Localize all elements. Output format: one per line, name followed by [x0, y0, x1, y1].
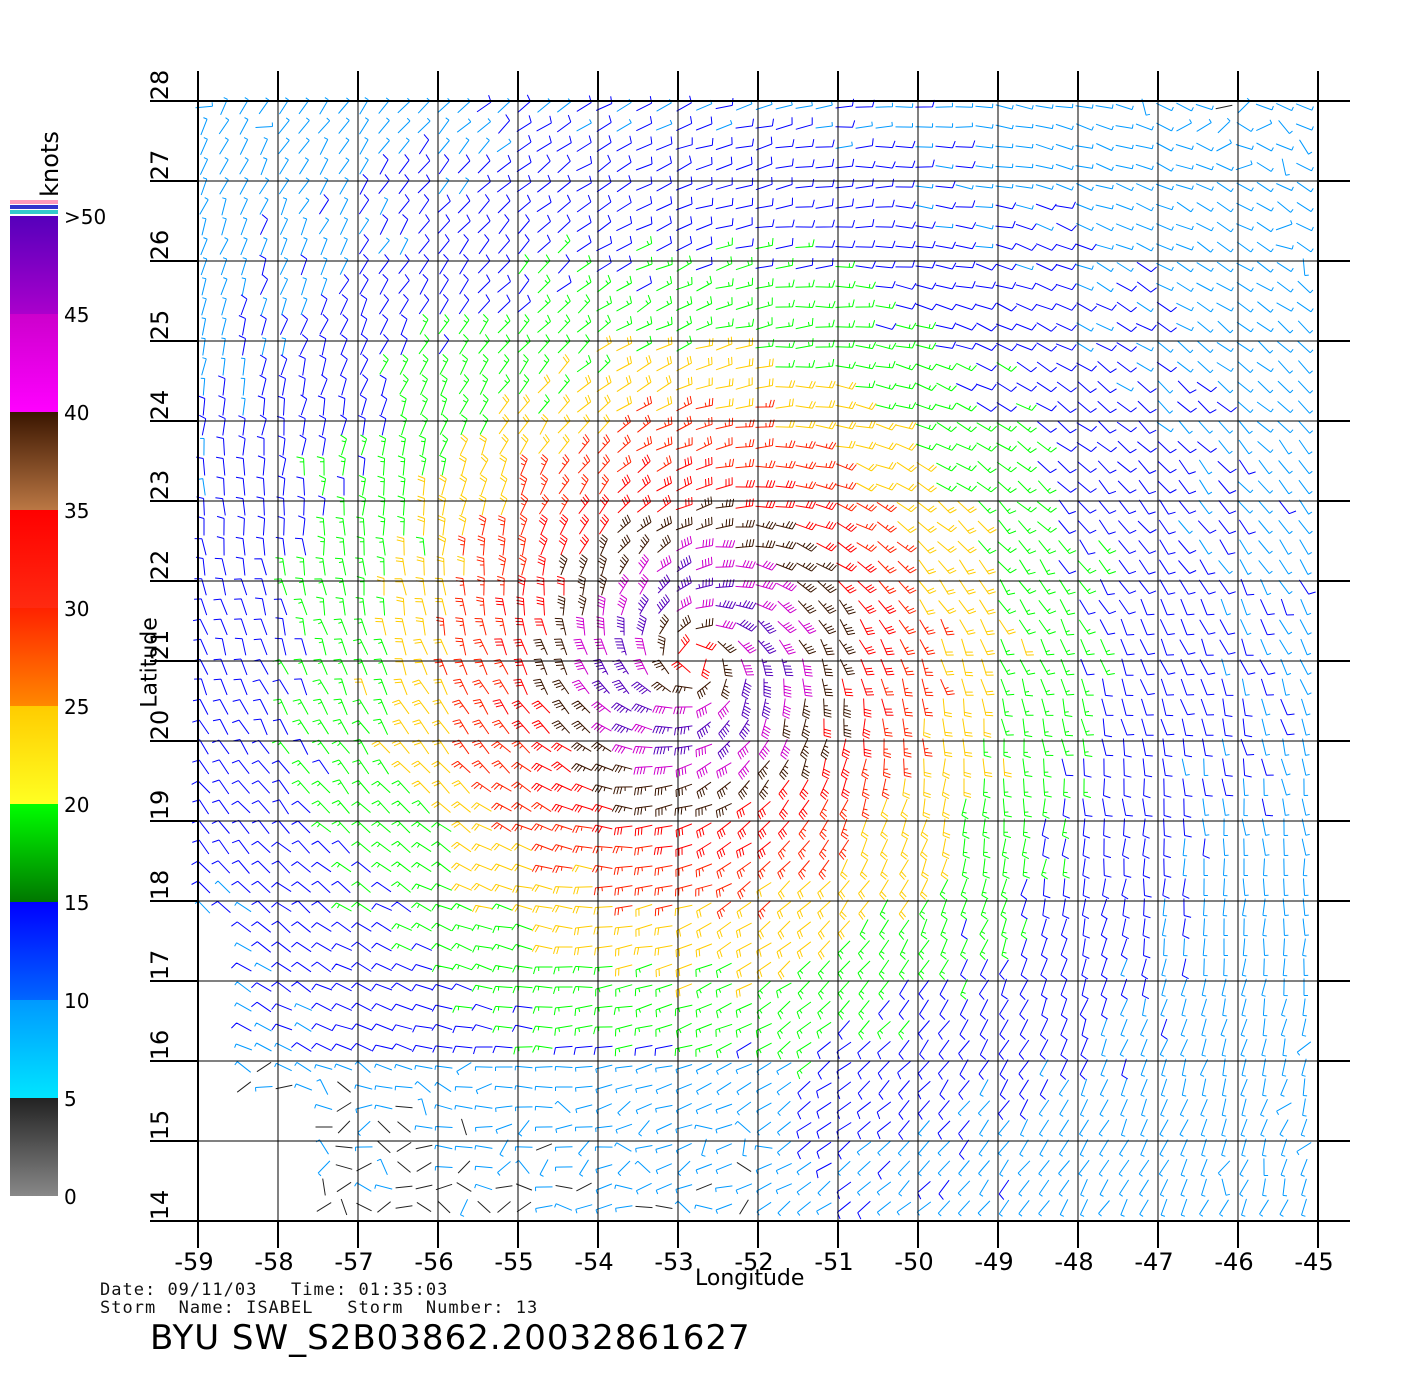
- legend-cap-stripe: [10, 200, 58, 204]
- map-frame: [197, 100, 1319, 1222]
- legend-band: [10, 510, 58, 608]
- lon-tick-label: -54: [574, 1248, 613, 1276]
- legend-band: [10, 706, 58, 804]
- legend-cap-stripe: [10, 205, 58, 209]
- legend-tick-label: 5: [64, 1087, 77, 1111]
- lat-tick-label: 27: [146, 150, 174, 181]
- legend-tick-label: 40: [64, 401, 89, 425]
- lon-tick-label: -58: [254, 1248, 293, 1276]
- lat-tick-label: 26: [146, 230, 174, 261]
- wind-barbs: [194, 97, 1314, 1217]
- lon-tick-label: -49: [974, 1248, 1013, 1276]
- wind-barbs: [492, 454, 897, 860]
- wind-barbs: [571, 535, 817, 780]
- lat-tick-label: 28: [146, 70, 174, 101]
- plot-border: [197, 100, 1319, 1222]
- lat-tick-label: 17: [146, 950, 174, 981]
- time-value: 01:35:03: [358, 1280, 449, 1300]
- wind-barbs: [433, 395, 955, 920]
- lat-tick-label: 18: [146, 870, 174, 901]
- legend-tick-label: 0: [64, 1185, 77, 1209]
- speed-color-legend: 0 5 10 15 20 25 30 35 40 45 >50: [10, 200, 106, 1209]
- legend-cap-stripe: [10, 210, 58, 214]
- date-value: 09/11/03: [167, 1280, 258, 1300]
- legend-tick-label: 10: [64, 989, 89, 1013]
- legend-tick-label: >50: [64, 205, 106, 229]
- wind-barbs: [533, 496, 856, 818]
- legend-tick-label: 20: [64, 793, 89, 817]
- legend-tick-label: 25: [64, 695, 89, 719]
- wind-barbs: [591, 555, 794, 760]
- storm-info-line: Storm Name: ISABEL Storm Number: 13: [100, 1298, 538, 1318]
- lon-tick-label: -53: [654, 1248, 693, 1276]
- lon-tick-label: -47: [1134, 1248, 1173, 1276]
- lat-tick-label: 22: [146, 550, 174, 581]
- storm-number-label: Storm Number:: [347, 1298, 505, 1318]
- legend-units-label: knots: [36, 131, 64, 197]
- lon-tick-label: -57: [334, 1248, 373, 1276]
- lat-tick-label: 20: [146, 710, 174, 741]
- lon-tick-label: -56: [414, 1248, 453, 1276]
- legend-band: [10, 902, 58, 1000]
- date-label: Date:: [100, 1280, 157, 1300]
- lat-tick-label: 16: [146, 1030, 174, 1061]
- lon-tick-label: -50: [894, 1248, 933, 1276]
- legend-band: [10, 1000, 58, 1098]
- lat-tick-label: 21: [146, 630, 174, 661]
- product-title: BYU SW_S2B03862.20032861627: [150, 1318, 751, 1358]
- wind-barb-field: [191, 94, 1316, 1220]
- lat-tick-label: 24: [146, 390, 174, 421]
- lat-tick-label: 23: [146, 470, 174, 501]
- wind-barbs: [353, 335, 1034, 998]
- wind-barbs: [271, 234, 1117, 1080]
- legend-tick-label: 35: [64, 499, 89, 523]
- legend-tick-label: 30: [64, 597, 89, 621]
- legend-band: [10, 412, 58, 510]
- storm-name-label: Storm Name:: [100, 1298, 235, 1318]
- lon-tick-label: -59: [174, 1248, 213, 1276]
- x-axis-label: Longitude: [695, 1266, 805, 1291]
- legend-band: [10, 608, 58, 706]
- storm-name-value: ISABEL: [246, 1298, 314, 1318]
- lon-tick-label: -55: [494, 1248, 533, 1276]
- time-label: Time:: [291, 1280, 348, 1300]
- wind-barbs: [191, 94, 1316, 1220]
- lon-tick-label: -48: [1054, 1248, 1093, 1276]
- lat-tick-label: 19: [146, 790, 174, 821]
- legend-band: [10, 216, 58, 314]
- lon-tick-label: -45: [1294, 1248, 1333, 1276]
- wind-barbs: [236, 104, 1233, 1216]
- legend-band: [10, 314, 58, 412]
- lat-tick-label: 14: [146, 1190, 174, 1221]
- lon-tick-label: -51: [814, 1248, 853, 1276]
- legend-band: [10, 804, 58, 902]
- date-time-line: Date: 09/11/03 Time: 01:35:03: [100, 1280, 448, 1300]
- legend-tick-label: 45: [64, 303, 89, 327]
- axis-tick-labels: -59 -58 -57 -56 -55 -54 -53 -52 -51 -50 -49 -48 -47 -…: [146, 70, 1334, 1276]
- legend-tick-label: 15: [64, 891, 89, 915]
- lon-tick-label: -46: [1214, 1248, 1253, 1276]
- lon-tick-label: -52: [734, 1248, 773, 1276]
- y-axis-label: Latitude: [137, 617, 163, 708]
- legend-band: [10, 1098, 58, 1196]
- storm-number-value: 13: [515, 1298, 539, 1318]
- lat-tick-label: 15: [146, 1110, 174, 1141]
- lat-tick-label: 25: [146, 310, 174, 341]
- lat-lon-grid: [150, 71, 1350, 1248]
